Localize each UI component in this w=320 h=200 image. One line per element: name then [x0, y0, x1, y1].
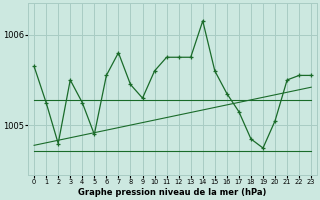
X-axis label: Graphe pression niveau de la mer (hPa): Graphe pression niveau de la mer (hPa) [78, 188, 267, 197]
